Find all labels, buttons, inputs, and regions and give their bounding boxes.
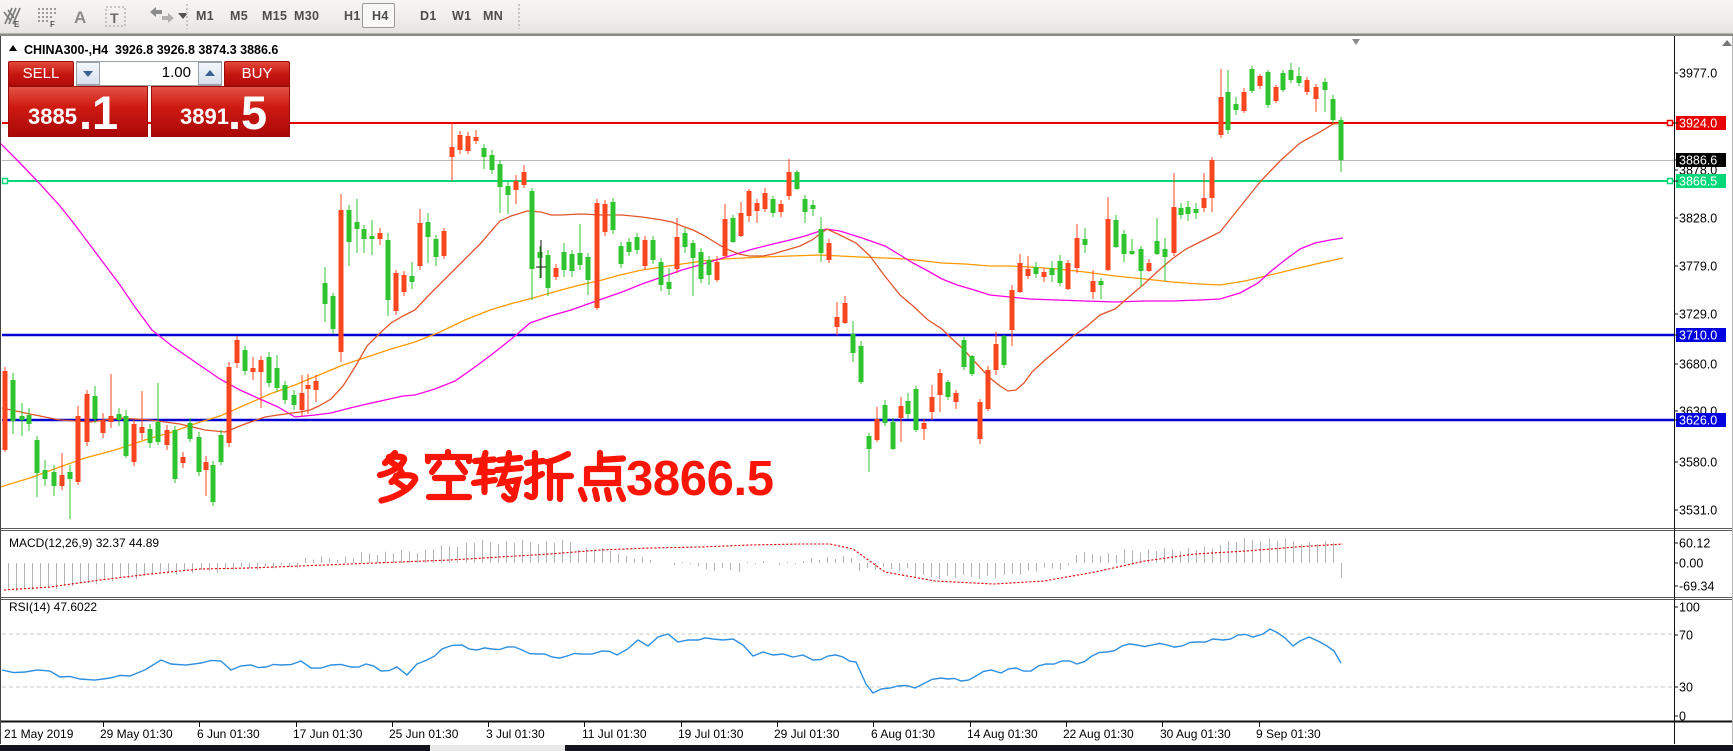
svg-text:-69.34: -69.34 — [1679, 580, 1714, 594]
svg-text:3 Jul 01:30: 3 Jul 01:30 — [486, 727, 545, 741]
svg-text:0: 0 — [1679, 710, 1686, 724]
svg-text:RSI(14) 47.6022: RSI(14) 47.6022 — [9, 600, 97, 614]
svg-text:30: 30 — [1679, 681, 1693, 695]
svg-text:14 Aug 01:30: 14 Aug 01:30 — [967, 727, 1038, 741]
svg-text:3729.0: 3729.0 — [1679, 308, 1717, 322]
svg-text:3680.0: 3680.0 — [1679, 358, 1717, 372]
svg-text:17 Jun 01:30: 17 Jun 01:30 — [293, 727, 363, 741]
svg-text:MACD(12,26,9) 32.37 44.89: MACD(12,26,9) 32.37 44.89 — [9, 536, 159, 550]
svg-text:3710.0: 3710.0 — [1679, 329, 1717, 343]
svg-text:25 Jun 01:30: 25 Jun 01:30 — [389, 727, 459, 741]
svg-text:3924.0: 3924.0 — [1679, 117, 1717, 131]
svg-text:100: 100 — [1679, 601, 1700, 615]
svg-text:21 May 2019: 21 May 2019 — [4, 727, 74, 741]
svg-text:29 Jul 01:30: 29 Jul 01:30 — [774, 727, 840, 741]
svg-text:60.12: 60.12 — [1679, 537, 1710, 551]
svg-text:3866.5: 3866.5 — [626, 452, 774, 506]
svg-text:3779.0: 3779.0 — [1679, 260, 1717, 274]
svg-text:A: A — [74, 8, 86, 27]
svg-text:11 Jul 01:30: 11 Jul 01:30 — [582, 727, 647, 741]
svg-text:29 May 01:30: 29 May 01:30 — [100, 727, 173, 741]
svg-text:F: F — [50, 20, 55, 29]
svg-text:CHINA300-,H4 3926.8 3926.8 38: CHINA300-,H4 3926.8 3926.8 3874.3 3886.6 — [24, 43, 278, 57]
svg-text:3531.0: 3531.0 — [1679, 504, 1717, 518]
svg-text:3977.0: 3977.0 — [1679, 67, 1717, 81]
svg-text:22 Aug 01:30: 22 Aug 01:30 — [1063, 727, 1134, 741]
svg-text:E: E — [14, 20, 20, 29]
svg-text:70: 70 — [1679, 629, 1693, 643]
svg-text:3828.0: 3828.0 — [1679, 212, 1717, 226]
svg-text:3580.0: 3580.0 — [1679, 456, 1717, 470]
svg-text:30 Aug 01:30: 30 Aug 01:30 — [1160, 727, 1231, 741]
svg-text:6 Aug 01:30: 6 Aug 01:30 — [871, 727, 935, 741]
svg-text:19 Jul 01:30: 19 Jul 01:30 — [678, 727, 744, 741]
svg-text:0.00: 0.00 — [1679, 557, 1703, 571]
svg-text:6 Jun 01:30: 6 Jun 01:30 — [197, 727, 260, 741]
svg-text:9 Sep 01:30: 9 Sep 01:30 — [1256, 727, 1321, 741]
svg-text:T: T — [110, 10, 119, 26]
svg-text:3626.0: 3626.0 — [1679, 414, 1717, 428]
svg-text:3886.6: 3886.6 — [1679, 154, 1717, 168]
svg-text:3866.5: 3866.5 — [1679, 175, 1717, 189]
